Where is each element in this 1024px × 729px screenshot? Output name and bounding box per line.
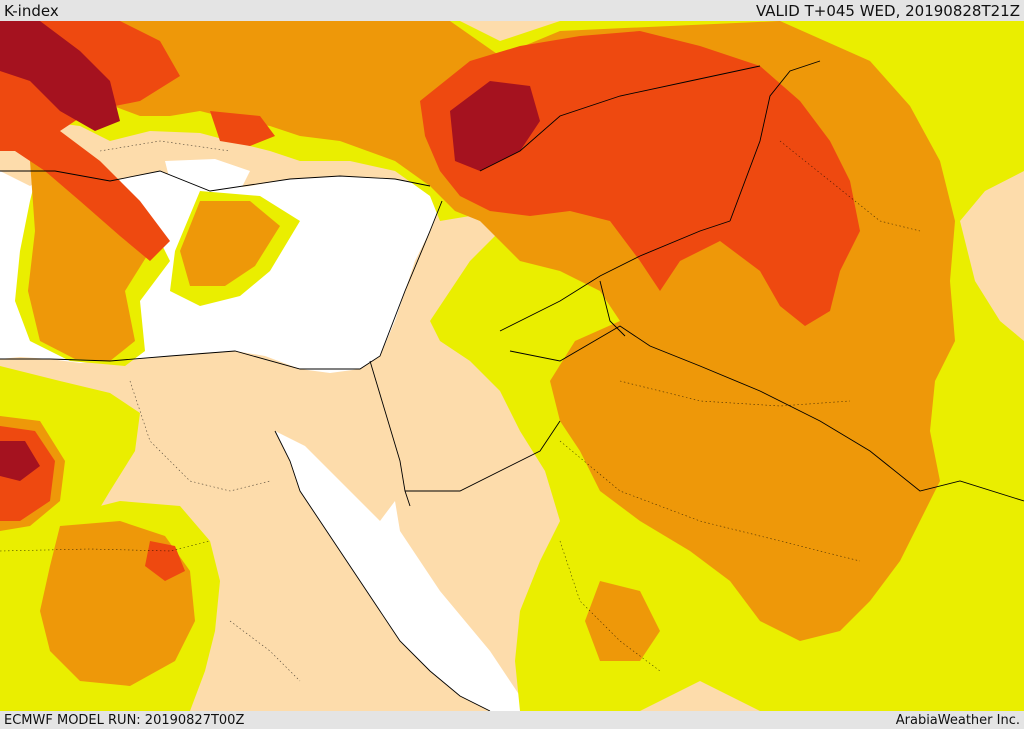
red-sea — [275, 431, 530, 711]
country-borders — [0, 60, 1024, 711]
model-run: ECMWF MODEL RUN: 20190827T00Z — [4, 712, 245, 728]
marmara-sea — [165, 159, 250, 193]
k-band-4 — [0, 21, 540, 481]
valid-time: VALID T+045 WED, 20190828T21Z — [755, 1, 1020, 20]
footer-bar: ECMWF MODEL RUN: 20190827T00Z ArabiaWeat… — [0, 711, 1024, 729]
credit: ArabiaWeather Inc. — [895, 712, 1020, 728]
k-index-map[interactable] — [0, 21, 1024, 711]
internal-boundaries — [0, 140, 921, 682]
map-title: K-index — [4, 1, 59, 20]
header-bar: K-index VALID T+045 WED, 20190828T21Z — [0, 0, 1024, 21]
map-canvas — [0, 21, 1024, 711]
